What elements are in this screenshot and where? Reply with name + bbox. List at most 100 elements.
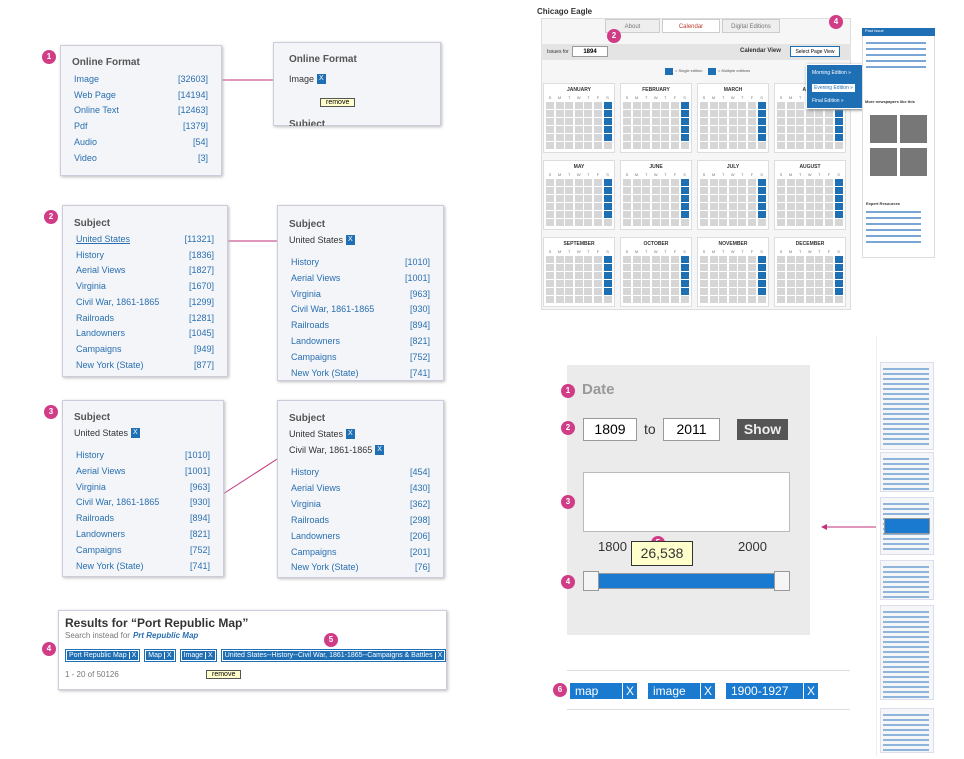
sidebar-line — [883, 403, 929, 405]
facet-count: [1010] — [404, 257, 430, 267]
slider-handle[interactable] — [583, 571, 599, 591]
facet-count: [11321] — [184, 234, 214, 244]
day-cell — [796, 280, 805, 287]
sidebar-line — [883, 714, 929, 716]
day-cell — [546, 195, 554, 202]
day-cell — [728, 179, 737, 186]
year-input[interactable]: 1809 — [583, 418, 637, 441]
day-cell — [757, 288, 766, 295]
day-cell — [709, 110, 718, 117]
weekday: S — [606, 172, 609, 177]
sidebar-line — [883, 418, 929, 420]
tab[interactable]: Calendar — [662, 19, 720, 33]
day-cell — [584, 187, 593, 194]
filter-chip[interactable]: United States--History--Civil War, 1861-… — [220, 649, 447, 662]
day-cell — [738, 118, 747, 125]
day-cell — [748, 126, 756, 133]
facet-link: Audio — [74, 136, 98, 147]
day-cell — [777, 110, 785, 117]
day-cell — [565, 187, 574, 194]
day-cell — [825, 187, 833, 194]
day-cell — [546, 142, 554, 149]
axis-label: 2000 — [738, 539, 767, 554]
weekday: S — [606, 95, 609, 100]
facet-link: Landowners — [291, 530, 341, 541]
day-cell — [671, 118, 679, 125]
facet-count: [1281] — [188, 312, 214, 323]
day-cell — [565, 195, 574, 202]
sidebar-line — [883, 378, 929, 380]
remove-button: X — [346, 429, 355, 439]
edition-item[interactable]: Morning Edition » — [812, 70, 851, 76]
show-button[interactable]: Show — [737, 419, 788, 440]
day-cell — [709, 272, 718, 279]
remove-button: X — [128, 652, 136, 659]
remove-button: X — [131, 428, 140, 438]
sidebar-line — [883, 571, 929, 573]
weekday: T — [818, 172, 821, 177]
slider-handle[interactable] — [774, 571, 790, 591]
filter-chip[interactable]: map X — [570, 683, 637, 699]
facet-link: Civil War, 1861-1865 — [76, 296, 160, 307]
day-cell — [661, 211, 670, 218]
facet-count: [752] — [189, 544, 210, 555]
weekday: S — [760, 249, 763, 254]
remove-button: X — [622, 683, 637, 699]
day-cell — [709, 179, 718, 186]
day-cell — [555, 272, 564, 279]
day-cell — [661, 179, 670, 186]
day-cell — [709, 280, 718, 287]
filter-chip[interactable]: Map X — [144, 649, 176, 662]
year-input[interactable]: 2011 — [663, 418, 720, 441]
weekday: T — [587, 95, 590, 100]
day-cell — [805, 211, 814, 218]
day-cell — [825, 203, 833, 210]
edition-item[interactable]: Final Edition » — [812, 98, 844, 104]
sidebar-line — [883, 724, 929, 726]
day-cell — [700, 134, 708, 141]
sidebar-line — [883, 621, 929, 623]
thumbnail — [870, 148, 897, 176]
day-cell — [825, 126, 833, 133]
day-cell — [796, 110, 805, 117]
tab[interactable]: Digital Editions — [722, 19, 780, 33]
day-cell — [796, 134, 805, 141]
tab[interactable]: About — [605, 19, 660, 33]
day-cell — [565, 256, 574, 263]
filter-chip[interactable]: Port Republic Map X — [64, 649, 141, 662]
button[interactable]: Select Page View — [790, 46, 840, 57]
day-cell — [719, 110, 728, 117]
filter-chip[interactable]: 1900-1927 X — [726, 683, 818, 699]
facet-link: Video — [74, 152, 97, 163]
day-cell — [700, 264, 708, 271]
weekday: T — [567, 95, 571, 100]
filter-chip[interactable]: image X — [648, 683, 715, 699]
day-cell — [574, 203, 583, 210]
day-cell — [680, 110, 689, 117]
edition-item[interactable]: Evening Edition » — [812, 84, 855, 92]
day-cell — [546, 256, 554, 263]
day-cell — [574, 102, 583, 109]
facet-link: Aerial Views — [76, 265, 126, 276]
weekday: M — [788, 172, 793, 177]
day-cell — [719, 264, 728, 271]
sidebar-line — [883, 413, 929, 415]
sidebar-section — [880, 708, 934, 753]
year-select[interactable]: 1894 — [572, 46, 608, 57]
month-name: DECEMBER — [795, 241, 825, 247]
facet-link: Aerial Views — [291, 482, 341, 493]
day-cell — [594, 179, 602, 186]
badge: 6 — [553, 683, 567, 697]
filter-chip[interactable]: Image X — [179, 649, 217, 662]
day-cell — [671, 272, 679, 279]
day-cell — [738, 296, 747, 303]
day-cell — [796, 288, 805, 295]
legend: = Single edition — [675, 68, 703, 73]
sidebar-line — [883, 576, 929, 578]
sidebar-line — [883, 483, 929, 485]
day-cell — [757, 264, 766, 271]
day-cell — [555, 288, 564, 295]
legend-swatch — [708, 68, 716, 75]
day-cell — [738, 203, 747, 210]
day-cell — [603, 126, 612, 133]
